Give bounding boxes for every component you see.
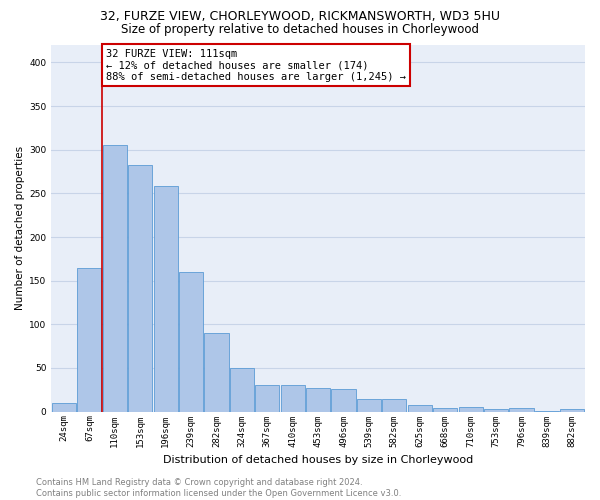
Bar [230,368,254,412]
X-axis label: Distribution of detached houses by size in Chorleywood: Distribution of detached houses by size … [163,455,473,465]
Bar [509,408,533,412]
Bar [382,400,406,411]
Bar [281,384,305,411]
Bar [433,408,457,412]
Bar [331,389,356,411]
Text: Size of property relative to detached houses in Chorleywood: Size of property relative to detached ho… [121,22,479,36]
Bar [128,164,152,412]
Bar [535,411,559,412]
Text: 32 FURZE VIEW: 111sqm
← 12% of detached houses are smaller (174)
88% of semi-det: 32 FURZE VIEW: 111sqm ← 12% of detached … [106,48,406,82]
Bar [154,186,178,412]
Bar [77,268,101,412]
Bar [179,272,203,411]
Y-axis label: Number of detached properties: Number of detached properties [15,146,25,310]
Bar [458,408,483,412]
Bar [103,146,127,412]
Bar [52,403,76,411]
Bar [408,404,432,411]
Text: 32, FURZE VIEW, CHORLEYWOOD, RICKMANSWORTH, WD3 5HU: 32, FURZE VIEW, CHORLEYWOOD, RICKMANSWOR… [100,10,500,23]
Bar [357,398,381,411]
Bar [255,384,280,411]
Bar [484,409,508,412]
Bar [306,388,330,411]
Bar [205,333,229,411]
Text: Contains HM Land Registry data © Crown copyright and database right 2024.
Contai: Contains HM Land Registry data © Crown c… [36,478,401,498]
Bar [560,409,584,412]
